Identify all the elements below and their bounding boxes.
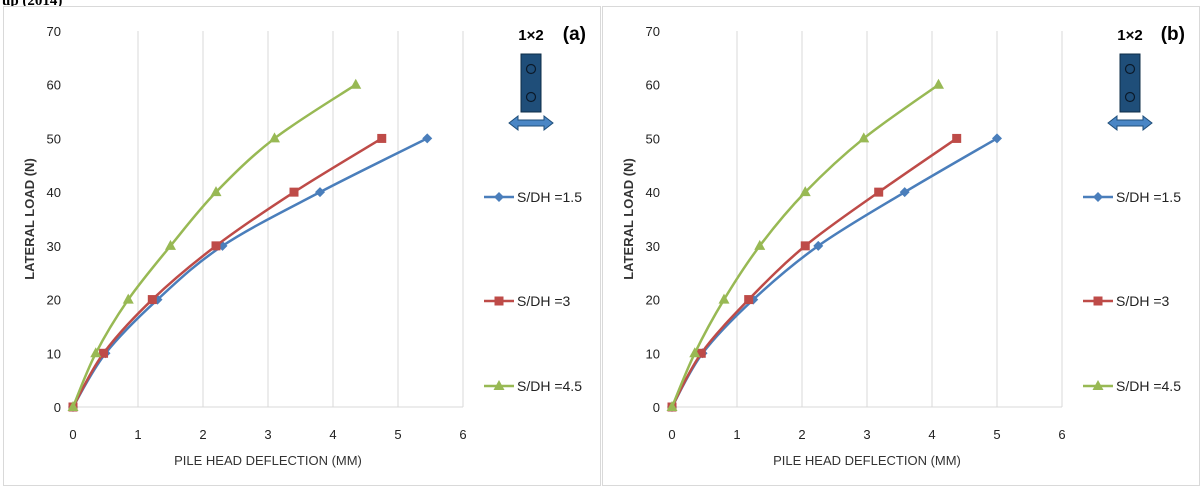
data-point-2 [666, 401, 678, 411]
y-tick-label: 60 [47, 78, 61, 93]
data-point-2 [210, 186, 222, 197]
data-point-2 [858, 132, 870, 143]
series-line-0 [670, 137, 998, 408]
legend-marker-2 [1092, 380, 1104, 390]
pile-cap-rect [1119, 53, 1141, 113]
legend-marker-1 [494, 296, 504, 306]
series-line-1 [670, 137, 958, 408]
y-tick-label: 0 [54, 400, 61, 415]
x-tick-label: 3 [264, 427, 271, 442]
data-point-2 [165, 239, 176, 250]
legend-label-0: S/DH =1.5 [1116, 189, 1181, 205]
series-line-1 [71, 137, 383, 408]
data-point-0 [813, 240, 824, 251]
data-point-2 [754, 239, 766, 250]
legend-label-1: S/DH =3 [517, 293, 571, 309]
x-tick-label: 5 [394, 427, 401, 442]
pile-circle [525, 91, 537, 103]
y-tick-label: 60 [646, 78, 660, 93]
x-tick-label: 2 [798, 427, 805, 442]
data-point-0 [899, 187, 910, 198]
data-point-2 [799, 186, 811, 197]
legend-marker-0 [494, 192, 504, 202]
data-point-1 [696, 348, 706, 358]
y-tick-label: 20 [646, 293, 660, 308]
x-axis-title: PILE HEAD DEFLECTION (MM) [773, 453, 961, 468]
y-tick-label: 10 [47, 346, 61, 361]
x-tick-label: 1 [134, 427, 141, 442]
panel-label: (a) [563, 24, 586, 45]
data-point-2 [269, 132, 280, 143]
data-point-0 [422, 133, 433, 144]
y-tick-label: 70 [646, 24, 660, 39]
x-tick-label: 0 [69, 427, 76, 442]
x-tick-label: 4 [928, 427, 935, 442]
legend-label-0: S/DH =1.5 [517, 189, 582, 205]
pile-circle [1124, 91, 1136, 103]
pile-cap-icon [508, 53, 554, 132]
y-tick-label: 0 [653, 400, 660, 415]
data-point-1 [952, 133, 962, 143]
legend-label-2: S/DH =4.5 [517, 378, 582, 394]
data-point-2 [350, 78, 362, 89]
y-axis-title: LATERAL LOAD (N) [621, 158, 636, 280]
data-point-2 [933, 78, 944, 89]
panel-label: (b) [1161, 24, 1185, 45]
legend-label-2: S/DH =4.5 [1116, 378, 1181, 394]
data-point-1 [744, 295, 754, 305]
chart-panel-a: 0 1 2 3 4 5 6 0 10 20 30 40 50 60 70 PILE HEAD DEFLECTI… [3, 6, 601, 486]
data-point-2 [67, 401, 79, 411]
data-point-1 [289, 187, 299, 197]
data-point-2 [689, 347, 701, 358]
series-line-0 [71, 137, 428, 408]
data-point-2 [90, 347, 102, 358]
caption-fragment: up (2014) [2, 0, 63, 9]
y-tick-label: 10 [646, 346, 660, 361]
pile-cap-icon [1107, 53, 1153, 132]
x-tick-label: 0 [668, 427, 675, 442]
x-axis-title: PILE HEAD DEFLECTION (MM) [174, 453, 362, 468]
legend-label-1: S/DH =3 [1116, 293, 1170, 309]
y-tick-label: 20 [47, 293, 61, 308]
data-point-0 [992, 133, 1002, 144]
double-arrow-icon [1107, 114, 1153, 132]
y-tick-label: 70 [47, 24, 61, 39]
legend-marker-0 [1093, 192, 1103, 202]
data-point-1 [99, 348, 109, 358]
y-tick-label: 30 [646, 239, 660, 254]
y-axis-title: LATERAL LOAD (N) [22, 158, 37, 280]
x-tick-label: 5 [993, 427, 1000, 442]
x-tick-label: 3 [863, 427, 870, 442]
x-tick-label: 2 [199, 427, 206, 442]
y-tick-label: 40 [47, 185, 61, 200]
x-tick-label: 1 [733, 427, 740, 442]
arrangement-label: 1×2 [1117, 27, 1142, 44]
y-tick-label: 50 [47, 131, 61, 146]
y-tick-label: 40 [646, 185, 660, 200]
pile-circle [525, 63, 537, 75]
pile-circle [1124, 63, 1136, 75]
x-tick-label: 4 [329, 427, 336, 442]
data-point-1 [147, 295, 157, 305]
x-tick-label: 6 [1058, 427, 1065, 442]
double-arrow-icon [508, 114, 554, 132]
data-point-2 [122, 293, 134, 304]
legend-marker-2 [493, 380, 505, 390]
data-point-1 [211, 241, 221, 251]
data-point-2 [718, 293, 730, 304]
y-tick-label: 30 [47, 239, 61, 254]
legend-marker-1 [1093, 296, 1103, 306]
arrangement-label: 1×2 [518, 27, 543, 44]
data-point-0 [315, 187, 325, 198]
x-tick-label: 6 [459, 427, 466, 442]
pile-cap-rect [520, 53, 542, 113]
data-point-1 [800, 241, 810, 251]
data-point-1 [874, 187, 884, 197]
data-point-1 [377, 133, 387, 143]
chart-panel-b: 0 1 2 3 4 5 6 0 10 20 30 40 50 60 70 PILE HEAD DEFLECTI… [602, 6, 1200, 486]
y-tick-label: 50 [646, 131, 660, 146]
